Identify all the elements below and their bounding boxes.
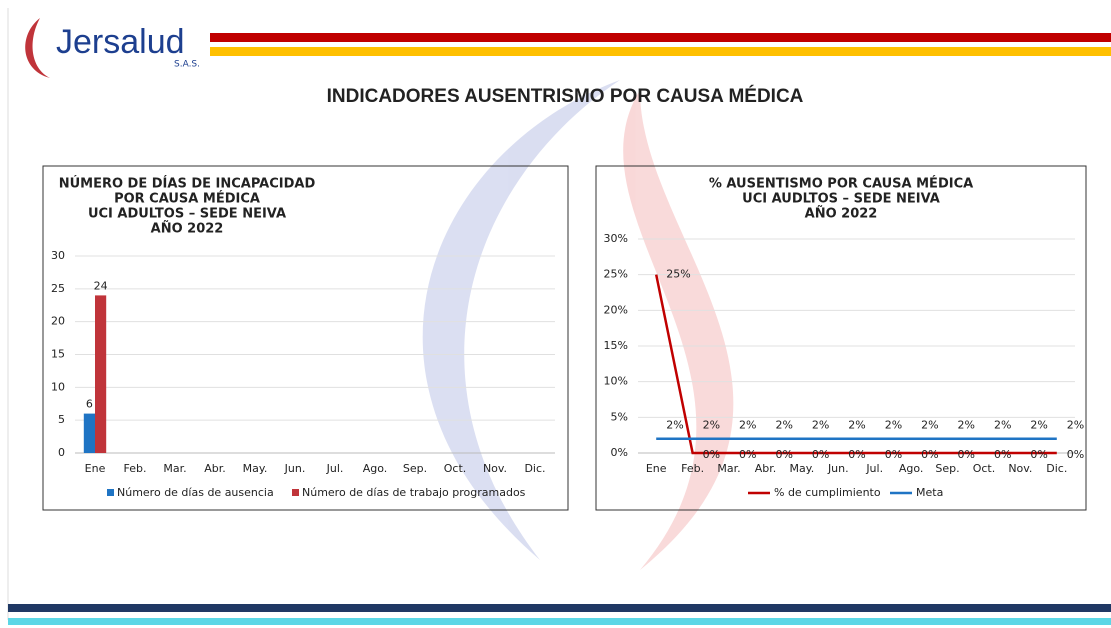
data-label: 0% xyxy=(739,448,756,461)
y-tick-label: 10 xyxy=(51,380,65,393)
line xyxy=(654,274,1057,455)
x-tick-label: Dic. xyxy=(524,462,545,475)
data-label: 2% xyxy=(703,419,720,432)
legend-label: % de cumplimiento xyxy=(774,486,881,499)
x-tick-label: Sep. xyxy=(935,462,959,475)
x-tick-label: Ago. xyxy=(899,462,924,475)
data-label: 2% xyxy=(885,419,902,432)
data-label: 2% xyxy=(1030,419,1047,432)
x-tick-label: Abr. xyxy=(755,462,777,475)
x-tick-label: Feb. xyxy=(124,462,147,475)
x-tick-label: Jul. xyxy=(865,462,883,475)
chart-title: AÑO 2022 xyxy=(805,206,878,222)
bar xyxy=(83,413,95,453)
logo: Jersalud xyxy=(56,23,185,61)
x-tick-label: Abr. xyxy=(204,462,226,475)
y-tick-label: 10% xyxy=(604,375,628,388)
x-tick-label: Ago. xyxy=(363,462,388,475)
data-label: 0% xyxy=(812,448,829,461)
bar xyxy=(95,295,107,453)
y-tick-label: 20% xyxy=(604,303,628,316)
data-label: 0% xyxy=(994,448,1011,461)
y-tick-label: 15% xyxy=(604,339,628,352)
y-tick-label: 30% xyxy=(604,232,628,245)
watermark xyxy=(422,80,734,570)
data-label: 0% xyxy=(885,448,902,461)
data-label: 2% xyxy=(1067,419,1084,432)
x-tick-label: Nov. xyxy=(1008,462,1032,475)
watermark-red xyxy=(623,90,734,570)
x-tick-label: Nov. xyxy=(483,462,507,475)
data-label: 2% xyxy=(994,419,1011,432)
logo-mark xyxy=(25,18,50,78)
x-tick-label: Jun. xyxy=(284,462,306,475)
data-label: 0% xyxy=(1030,448,1047,461)
logo-sub: S.A.S. xyxy=(174,60,200,70)
data-label: 0% xyxy=(703,448,720,461)
y-tick-label: 0% xyxy=(611,446,628,459)
y-tick-label: 5% xyxy=(611,410,628,423)
data-label: 2% xyxy=(848,419,865,432)
chart-title: % AUSENTISMO POR CAUSA MÉDICA xyxy=(709,176,973,192)
y-tick-label: 0 xyxy=(58,446,65,459)
data-label: 0% xyxy=(921,448,938,461)
x-tick-label: Oct. xyxy=(973,462,996,475)
chart-title: AÑO 2022 xyxy=(151,221,224,237)
y-tick-label: 25% xyxy=(604,268,628,281)
chart-title: POR CAUSA MÉDICA xyxy=(114,191,260,207)
x-tick-label: Jul. xyxy=(326,462,344,475)
y-tick-label: 30 xyxy=(51,249,65,262)
y-tick-label: 15 xyxy=(51,348,65,361)
x-tick-label: Sep. xyxy=(403,462,427,475)
data-label: 0% xyxy=(848,448,865,461)
y-tick-label: 20 xyxy=(51,315,65,328)
stripe-navy xyxy=(8,604,1111,612)
y-tick-label: 5 xyxy=(58,413,65,426)
chart-title: NÚMERO DE DÍAS DE INCAPACIDAD xyxy=(59,176,316,192)
data-label: 0% xyxy=(775,448,792,461)
data-label: 0% xyxy=(958,448,975,461)
data-label: 2% xyxy=(666,419,683,432)
legend-swatch xyxy=(107,489,114,496)
x-tick-label: Feb. xyxy=(681,462,704,475)
data-label: 25% xyxy=(666,268,690,281)
chart-frame xyxy=(595,165,1087,511)
data-label: 2% xyxy=(775,419,792,432)
x-tick-label: Jun. xyxy=(827,462,849,475)
legend-label: Meta xyxy=(916,486,943,499)
x-tick-label: May. xyxy=(243,462,268,475)
x-tick-label: Dic. xyxy=(1046,462,1067,475)
x-tick-label: Mar. xyxy=(163,462,186,475)
chart-title: UCI AUDLTOS – SEDE NEIVA xyxy=(742,192,940,207)
stripe-red xyxy=(210,33,1111,42)
stripe-cyan xyxy=(8,618,1111,625)
data-label: 6 xyxy=(86,398,93,411)
data-label: 2% xyxy=(739,419,756,432)
x-tick-label: Mar. xyxy=(717,462,740,475)
chart-frame xyxy=(42,165,569,511)
watermark-blue xyxy=(422,80,620,560)
data-label: 2% xyxy=(958,419,975,432)
legend-label: Número de días de trabajo programados xyxy=(302,486,526,499)
x-tick-label: Oct. xyxy=(444,462,467,475)
chart-title: UCI ADULTOS – SEDE NEIVA xyxy=(88,207,286,222)
data-label: 2% xyxy=(812,419,829,432)
x-tick-label: May. xyxy=(790,462,815,475)
data-label: 24 xyxy=(94,279,108,292)
x-tick-label: Ene xyxy=(85,462,106,475)
x-tick-label: Ene xyxy=(646,462,667,475)
data-label: 2% xyxy=(921,419,938,432)
legend-swatch xyxy=(292,489,299,496)
data-label: 0% xyxy=(1067,448,1084,461)
slide-title: INDICADORES AUSENTRISMO POR CAUSA MÉDICA xyxy=(327,85,804,107)
legend-label: Número de días de ausencia xyxy=(117,486,274,499)
stripe-yellow xyxy=(210,47,1111,56)
y-tick-label: 25 xyxy=(51,282,65,295)
